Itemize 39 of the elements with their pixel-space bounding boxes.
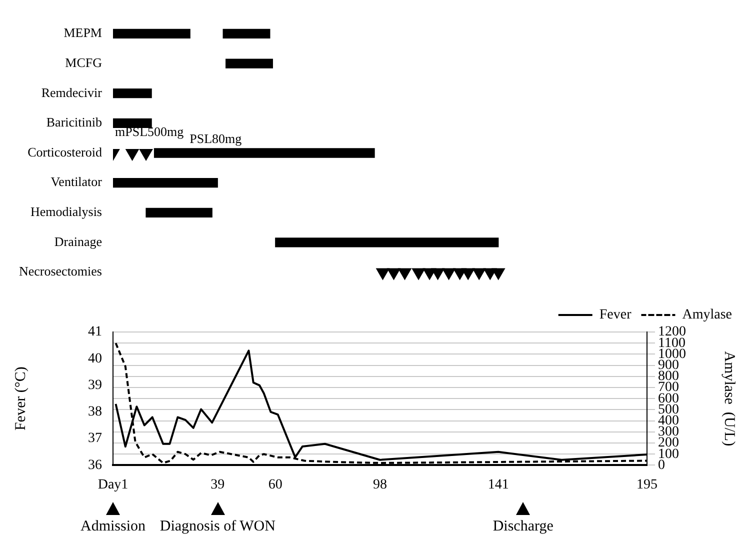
bar (113, 88, 152, 98)
annotation: PSL80mg (190, 130, 242, 146)
legend-label: Amylase (682, 308, 732, 323)
y-tick-label: 39 (88, 378, 102, 393)
y2-axis-title: Amylase (U/L) (721, 351, 738, 446)
annotation: mPSL500mg (115, 124, 184, 139)
y-tick-label: Drainage (54, 234, 102, 249)
y-tick-label: Corticosteroid (28, 144, 102, 160)
y-tick-label: 40 (88, 351, 102, 366)
legend-label: Fever (599, 308, 632, 323)
y-tick-label: 41 (88, 324, 102, 340)
text: Discharge (492, 518, 554, 534)
x-tick-label: 39 (210, 477, 225, 492)
y-tick-label: MEPM (64, 25, 102, 40)
y-tick-label: 37 (88, 431, 102, 446)
x-tick-label: 98 (373, 477, 387, 492)
text: Admission (80, 518, 146, 534)
bar (113, 118, 152, 128)
bar (146, 208, 212, 218)
text: Diagnosis of WON (160, 518, 276, 534)
bar (222, 28, 270, 39)
y-axis-title: Fever (°C) (12, 366, 29, 431)
y-tick-label: Hemodialysis (30, 204, 102, 220)
bar (113, 28, 190, 39)
y-tick-label: 38 (88, 404, 102, 420)
x-tick-label: 60 (268, 477, 282, 492)
y-tick-label: MCFG (65, 54, 102, 70)
y2-tick-label: 0 (658, 458, 665, 473)
bar (226, 58, 273, 68)
x-tick-label: 195 (636, 477, 658, 492)
y-tick-label: Remdecivir (41, 84, 103, 100)
y-tick-label: Baricitinib (46, 114, 102, 130)
bar (113, 178, 218, 188)
bar (275, 238, 499, 248)
x-tick-label: Day1 (98, 477, 128, 492)
y-tick-label: Necrosectomies (18, 264, 102, 279)
y-tick-label: Ventilator (50, 174, 103, 190)
x-tick-label: 141 (488, 477, 509, 492)
y-tick-label: 36 (88, 458, 102, 473)
